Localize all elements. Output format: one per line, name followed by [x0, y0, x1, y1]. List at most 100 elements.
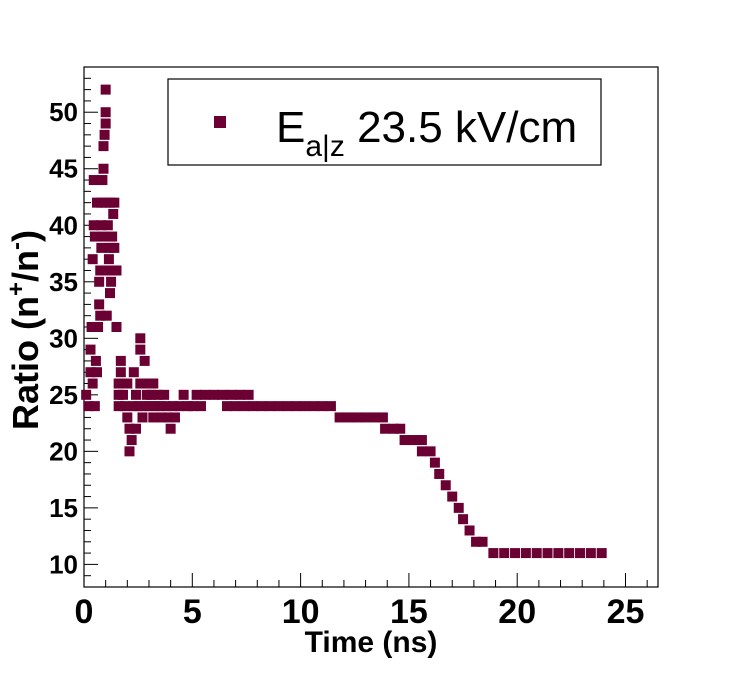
data-point	[96, 220, 107, 231]
data-point	[542, 548, 553, 559]
data-point	[122, 412, 133, 423]
data-point	[90, 355, 101, 366]
data-point	[230, 401, 241, 412]
legend-label-sub: a|z	[305, 130, 344, 163]
data-point	[128, 367, 139, 378]
data-series	[81, 84, 607, 559]
data-point	[113, 378, 124, 389]
data-point	[200, 389, 211, 400]
data-point	[440, 480, 451, 491]
data-point	[94, 299, 105, 310]
data-point	[161, 401, 172, 412]
data-point	[95, 310, 106, 321]
data-point	[226, 389, 237, 400]
data-point	[380, 423, 391, 434]
data-point	[308, 401, 319, 412]
data-point	[89, 401, 100, 412]
data-point	[520, 548, 531, 559]
x-tick-label: 5	[183, 593, 202, 631]
data-point	[178, 389, 189, 400]
data-point	[499, 548, 510, 559]
data-point	[191, 389, 202, 400]
data-point	[343, 412, 354, 423]
data-point	[195, 401, 206, 412]
data-point	[425, 446, 436, 457]
data-point	[94, 276, 105, 287]
data-point	[135, 333, 146, 344]
data-point	[98, 163, 109, 174]
data-point	[564, 548, 575, 559]
y-axis-title: Ratio (n+/n-)	[3, 230, 46, 430]
data-point	[174, 401, 185, 412]
data-point	[447, 491, 458, 502]
y-tick-label: 35	[49, 267, 78, 297]
data-point	[163, 412, 174, 423]
data-point	[130, 389, 141, 400]
data-point	[95, 265, 106, 276]
data-point	[133, 401, 144, 412]
data-point	[395, 423, 406, 434]
data-point	[111, 322, 122, 332]
legend-label-rest: 23.5 kV/cm	[345, 103, 577, 152]
data-point	[99, 129, 110, 140]
data-point	[317, 401, 328, 412]
y-tick-label: 40	[49, 210, 78, 240]
data-point	[256, 401, 267, 412]
data-point	[106, 276, 117, 287]
data-point	[159, 389, 170, 400]
data-point	[247, 401, 258, 412]
y-tick-label: 45	[49, 154, 78, 184]
data-point	[585, 548, 596, 559]
data-point	[113, 401, 124, 412]
data-point	[369, 412, 380, 423]
data-point	[377, 412, 388, 423]
data-point	[85, 344, 96, 355]
data-point	[98, 231, 109, 242]
data-point	[102, 220, 113, 231]
data-point	[148, 412, 159, 423]
data-point	[101, 310, 112, 321]
data-point	[388, 423, 399, 434]
y-axis-ticks: 10 15 20 25 30 35 40 45 50	[49, 66, 98, 588]
data-point	[103, 254, 114, 265]
data-point	[81, 389, 92, 400]
y-tick-label: 30	[49, 323, 78, 353]
x-axis-title: Time (ns)	[305, 626, 438, 659]
data-point	[429, 457, 440, 468]
data-point	[221, 401, 232, 412]
data-point	[167, 401, 178, 412]
data-point	[98, 141, 109, 152]
data-point	[477, 536, 488, 547]
x-tick-label: 15	[390, 593, 428, 631]
y-axis-title-sup-minus: -	[3, 242, 30, 250]
data-point	[86, 322, 97, 332]
legend-marker	[214, 116, 226, 128]
data-point	[146, 389, 157, 400]
data-point	[152, 389, 163, 400]
data-point	[135, 378, 146, 389]
data-point	[100, 118, 111, 129]
data-point	[91, 367, 102, 378]
data-point	[596, 548, 607, 559]
data-point	[334, 412, 345, 423]
data-point	[510, 548, 521, 559]
data-point	[575, 548, 586, 559]
data-point	[107, 231, 118, 242]
data-point	[351, 412, 362, 423]
data-point	[117, 389, 128, 400]
data-point	[143, 401, 154, 412]
data-point	[108, 208, 119, 219]
x-tick-label: 25	[607, 593, 645, 631]
data-point	[169, 412, 180, 423]
legend-box	[167, 78, 602, 166]
y-tick-label: 20	[49, 436, 78, 466]
data-point	[88, 175, 99, 186]
data-point	[88, 220, 99, 231]
data-point	[87, 254, 98, 265]
y-axis-title-end: )	[5, 230, 46, 242]
data-point	[100, 107, 111, 118]
y-tick-label: 10	[49, 549, 78, 579]
data-point	[453, 502, 464, 513]
data-point	[299, 401, 310, 412]
